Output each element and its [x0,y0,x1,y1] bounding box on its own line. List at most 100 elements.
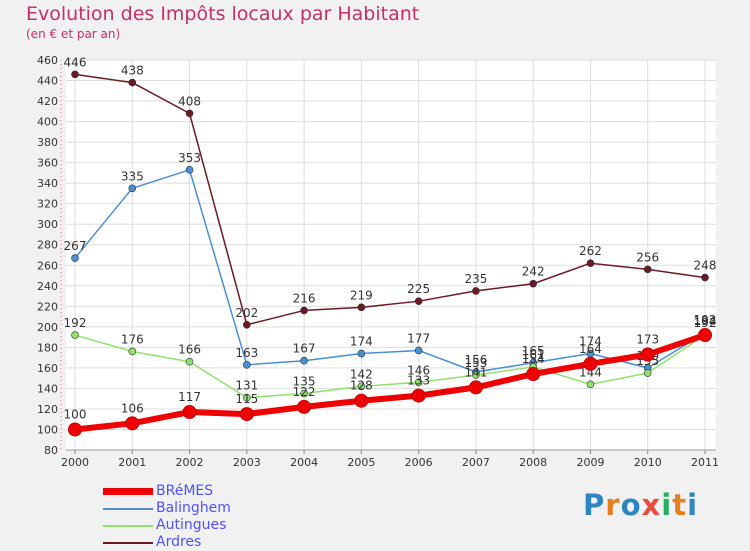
data-label-ardres: 202 [235,306,258,320]
data-label-balinghem: 167 [293,342,316,356]
data-label-br-mes: 173 [636,333,659,347]
data-label-balinghem: 174 [579,335,602,349]
data-point-ardres [414,297,423,305]
y-tick-label: 320 [37,198,58,211]
data-label-br-mes: 154 [522,352,545,366]
plot-area [66,60,716,450]
x-tick-label: 2010 [634,456,662,469]
data-label-br-mes: 100 [64,407,87,421]
logo-letter: i [687,488,699,522]
data-point-ardres [243,320,251,329]
data-point-br-mes [239,407,254,422]
y-tick-label: 240 [37,280,58,293]
data-label-br-mes: 164 [579,342,602,356]
data-point-ardres [472,287,480,295]
data-label-balinghem: 335 [121,169,144,183]
data-label-br-mes: 192 [694,313,717,327]
data-label-autingues: 135 [293,375,316,389]
series-line-autingues [74,334,706,399]
series-line-ardres [74,73,706,326]
data-label-autingues: 131 [235,379,258,393]
legend-label-bremes: BRéMES [156,483,214,499]
data-point-ardres [128,78,137,87]
data-label-ardres: 262 [579,244,602,258]
data-label-br-mes: 128 [350,379,373,393]
x-tick-label: 2004 [290,456,318,469]
y-tick-label: 140 [37,382,58,395]
data-point-balinghem [243,361,251,369]
y-tick-label: 100 [37,423,58,436]
data-point-ardres [529,279,537,288]
y-tick-label: 340 [37,177,58,190]
data-label-autingues: 176 [121,332,144,346]
x-tick-label: 2005 [347,456,375,469]
data-point-balinghem [414,346,423,355]
data-point-balinghem [357,349,366,358]
legend-label-ardres: Ardres [156,534,202,550]
data-label-ardres: 216 [293,291,316,305]
x-tick-label: 2008 [519,456,547,469]
series-line-br-mes [74,332,706,433]
data-label-br-mes: 122 [293,385,316,399]
y-tick-label: 360 [37,157,58,170]
data-label-autingues: 142 [350,367,373,381]
legend-label-autingues: Autingues [156,517,227,533]
data-point-autingues [414,378,423,387]
chart-title: Evolution des Impôts locaux par Habitant [26,3,420,25]
logo-letter: t [672,488,688,522]
data-point-ardres [586,259,595,268]
y-tick-label: 440 [37,75,58,88]
legend-item-bremes[interactable]: BRéMES [103,483,231,500]
data-label-autingues: 192 [64,316,87,330]
logo-letter: o [620,488,642,522]
data-label-ardres: 219 [350,288,373,302]
data-label-ardres: 235 [464,272,487,286]
data-point-ardres [71,70,79,79]
legend-item-autingues[interactable]: Autingues [103,517,231,534]
series-line-balinghem [74,169,706,373]
legend-label-balinghem: Balinghem [156,500,231,516]
y-tick-label: 80 [44,444,58,457]
data-label-br-mes: 106 [121,401,144,415]
data-point-autingues [472,371,480,379]
data-point-ardres [701,273,709,282]
data-point-br-mes [698,328,712,343]
data-point-ardres [185,109,194,118]
chart-subtitle: (en € et par an) [26,27,121,41]
data-label-autingues: 144 [579,365,602,379]
data-label-ardres: 248 [694,259,717,273]
y-tick-label: 120 [37,403,58,416]
data-point-balinghem [128,184,137,193]
data-point-ardres [643,265,652,274]
y-tick-label: 280 [37,239,58,252]
data-label-ardres: 256 [636,250,659,264]
data-point-autingues [71,331,79,339]
x-tick-label: 2001 [118,456,146,469]
data-label-autingues: 192 [694,316,717,330]
data-point-br-mes [354,393,369,408]
data-point-br-mes [468,380,483,395]
legend-item-ardres[interactable]: Ardres [103,534,231,551]
data-label-autingues: 161 [522,348,545,362]
logo-letter: i [661,488,673,522]
data-label-autingues: 166 [178,343,201,357]
data-point-br-mes [125,416,140,431]
data-label-ardres: 408 [178,94,201,108]
data-label-balinghem: 165 [522,344,545,358]
legend-item-balinghem[interactable]: Balinghem [103,500,231,517]
data-point-br-mes [411,388,426,403]
data-label-balinghem: 267 [64,239,87,253]
data-point-balinghem [71,254,79,262]
y-tick-label: 180 [37,341,58,354]
x-tick-label: 2011 [691,456,719,469]
data-point-balinghem [300,356,308,365]
data-point-autingues [586,380,595,389]
x-tick-label: 2003 [233,456,261,469]
y-tick-label: 460 [37,54,58,67]
data-label-autingues: 153 [464,356,487,370]
logo-letter: r [605,488,621,522]
data-label-balinghem: 353 [178,151,201,165]
y-tick-label: 380 [37,136,58,149]
y-tick-label: 160 [37,362,58,375]
